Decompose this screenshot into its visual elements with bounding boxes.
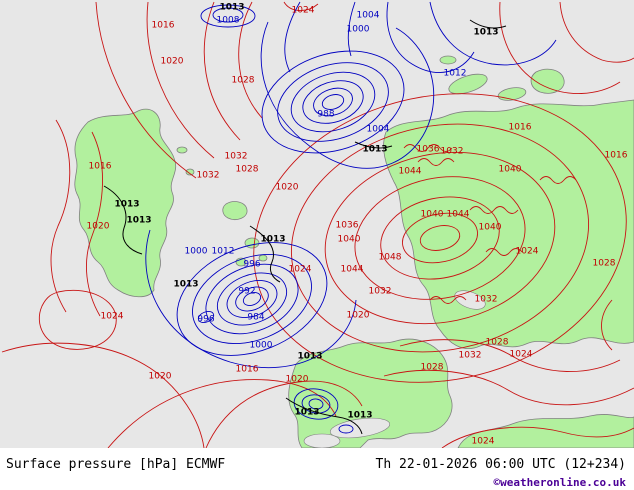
isobar-path bbox=[469, 206, 519, 214]
land-region bbox=[222, 201, 248, 220]
isobar-path bbox=[192, 254, 312, 344]
isobar-path bbox=[146, 1, 215, 159]
isobar-path bbox=[176, 242, 328, 356]
isobar-path bbox=[205, 263, 299, 335]
isobar-path bbox=[308, 398, 324, 410]
isobar-path bbox=[417, 158, 455, 166]
isobar-path bbox=[399, 339, 621, 372]
isobar-path bbox=[499, 1, 621, 94]
isobar-path bbox=[38, 289, 117, 350]
isobar-path bbox=[253, 93, 627, 383]
isobar-path bbox=[386, 1, 475, 73]
isobar-path bbox=[403, 144, 453, 152]
isobar-path bbox=[321, 94, 345, 110]
isobar-path bbox=[290, 123, 590, 353]
land-regions bbox=[74, 55, 634, 448]
isobar-path bbox=[429, 1, 557, 66]
isobar-path bbox=[283, 1, 319, 11]
footer-bar: Surface pressure [hPa] ECMWF Th 22-01-20… bbox=[0, 448, 634, 490]
isobar-path bbox=[313, 87, 353, 117]
isobar-path bbox=[324, 151, 556, 325]
isobar-path bbox=[429, 296, 467, 304]
map-datetime: Th 22-01-2026 06:00 UTC (12+234) bbox=[375, 457, 626, 472]
credit-link[interactable]: ©weatheronline.co.uk bbox=[493, 476, 626, 489]
land-region bbox=[185, 168, 195, 176]
isobar-path bbox=[238, 1, 263, 119]
isobar-path bbox=[203, 1, 241, 141]
isobar-path bbox=[277, 62, 389, 142]
pressure-map: 1013 1016 1008 1024 1004 1000 1013 1020 1028 1012… bbox=[0, 0, 634, 448]
isobar-path bbox=[354, 141, 393, 149]
isobar-path bbox=[242, 292, 262, 306]
isobar-path bbox=[383, 369, 634, 406]
isobar-path bbox=[402, 212, 478, 264]
isobar-path bbox=[469, 19, 507, 29]
isobar-path bbox=[235, 286, 269, 312]
red-isobars bbox=[1, 1, 634, 448]
sea-region bbox=[454, 290, 486, 310]
isobar-path bbox=[347, 1, 356, 57]
isobar-path bbox=[145, 229, 357, 369]
isobar-path bbox=[1, 342, 205, 448]
isobar-path bbox=[380, 196, 500, 280]
land-region bbox=[176, 146, 188, 154]
land-region bbox=[244, 237, 260, 249]
isobar-path bbox=[212, 7, 244, 23]
isobar-path bbox=[50, 119, 71, 313]
land-region bbox=[439, 55, 457, 65]
isobar-path bbox=[293, 388, 339, 420]
sea-region bbox=[303, 433, 341, 448]
land-region bbox=[383, 99, 634, 349]
black-isobars bbox=[103, 19, 507, 435]
isobar-path bbox=[205, 380, 363, 448]
isobar-path bbox=[285, 397, 363, 435]
isobar-path bbox=[338, 424, 354, 434]
isobar-path bbox=[95, 1, 197, 179]
isobar-path bbox=[226, 280, 278, 318]
land-region bbox=[288, 338, 453, 448]
isobar-path bbox=[261, 50, 405, 154]
map-title: Surface pressure [hPa] ECMWF bbox=[6, 457, 226, 472]
isobar-path bbox=[249, 225, 281, 283]
map-canvas bbox=[0, 0, 634, 448]
isobar-path bbox=[200, 4, 256, 28]
isobar-path bbox=[86, 131, 103, 317]
blue-isobars bbox=[145, 1, 557, 434]
isobar-path bbox=[485, 248, 523, 256]
isobar-path bbox=[601, 299, 613, 351]
land-region bbox=[258, 254, 268, 262]
land-region bbox=[448, 73, 488, 95]
isobar-path bbox=[301, 394, 331, 414]
isobar-path bbox=[260, 21, 435, 169]
isobar-path bbox=[290, 71, 376, 133]
isobar-path bbox=[559, 1, 634, 63]
isobar-path bbox=[441, 426, 634, 448]
isobar-path bbox=[302, 80, 364, 124]
isobar-path bbox=[354, 176, 526, 300]
isobar-path bbox=[539, 176, 577, 184]
isobar-path bbox=[216, 272, 288, 326]
isobar-path bbox=[197, 311, 215, 323]
isobar-path bbox=[284, 1, 301, 73]
isobar-path bbox=[107, 379, 337, 448]
isobar-path bbox=[419, 225, 461, 251]
isobar-path bbox=[103, 185, 143, 255]
